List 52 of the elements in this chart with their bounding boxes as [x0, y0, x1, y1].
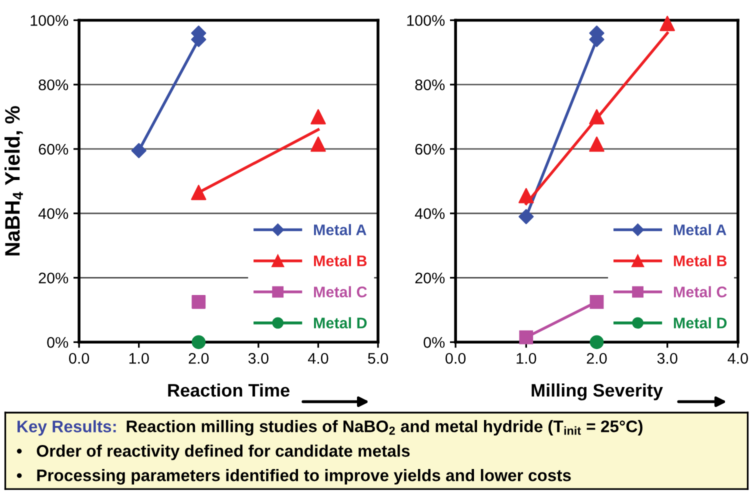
y-tick-label: 20% — [38, 272, 68, 284]
x-axis-title: Reaction Time — [168, 383, 290, 397]
legend-label: Metal D — [674, 317, 727, 328]
point — [590, 335, 604, 350]
legend-label: Metal B — [674, 255, 727, 266]
x-tick-label: 4.0 — [308, 352, 328, 364]
point — [310, 109, 326, 124]
x-tick-label: 5.0 — [368, 352, 388, 364]
point — [310, 136, 326, 152]
x-tick-label: 1.0 — [516, 352, 536, 364]
y-tick-label: 60% — [415, 144, 445, 155]
text: • Processing parameters identified to improve yields and lower costs — [16, 469, 571, 485]
legend-label: Metal B — [314, 255, 367, 266]
point — [518, 209, 534, 224]
x-axis-title: Milling Severity — [532, 383, 663, 400]
x-tick-label: 0.0 — [69, 352, 90, 364]
legend-label: Metal A — [674, 224, 726, 236]
point — [589, 109, 604, 124]
y-tick-label: 0% — [424, 337, 445, 348]
point — [131, 143, 146, 158]
y-tick-label: 40% — [38, 208, 68, 220]
x-tick-label: 2.0 — [188, 352, 209, 364]
text: Reaction milling studies of NaBO$_{2}$ and metal hydride (T$_{init}$ = 25°C) — [126, 420, 642, 436]
y-tick-label: 100% — [407, 15, 445, 26]
legend-label: Metal C — [314, 286, 367, 298]
point — [660, 16, 675, 32]
point — [590, 294, 604, 309]
legend-label: Metal D — [314, 317, 367, 328]
point — [192, 294, 206, 309]
y-tick-label: 80% — [415, 79, 445, 90]
point — [519, 330, 534, 344]
y-tick-label: 60% — [38, 144, 68, 155]
x-tick-label: 1.0 — [129, 352, 149, 364]
legend-label: Metal C — [674, 286, 727, 298]
legend-label: Metal A — [314, 224, 366, 236]
y-tick-label: 100% — [30, 15, 68, 26]
y-tick-label: 80% — [38, 79, 68, 90]
text: • Order of reactivity defined for candidate metals — [16, 444, 410, 460]
point — [518, 188, 534, 204]
point — [589, 136, 604, 152]
y-tick-label: 40% — [414, 208, 445, 220]
x-tick-label: 0.0 — [446, 352, 466, 364]
y-axis-title: NaBH$_{4}$ Yield, % — [4, 106, 23, 256]
x-tick-label: 3.0 — [248, 352, 268, 364]
point — [192, 335, 206, 350]
x-tick-label: 4.0 — [728, 352, 748, 364]
x-tick-label: 3.0 — [657, 352, 678, 364]
point — [191, 184, 206, 200]
text: Key Results: — [18, 420, 116, 436]
y-tick-label: 20% — [415, 272, 445, 284]
y-tick-label: 0% — [47, 337, 68, 348]
x-tick-label: 2.0 — [586, 352, 607, 364]
